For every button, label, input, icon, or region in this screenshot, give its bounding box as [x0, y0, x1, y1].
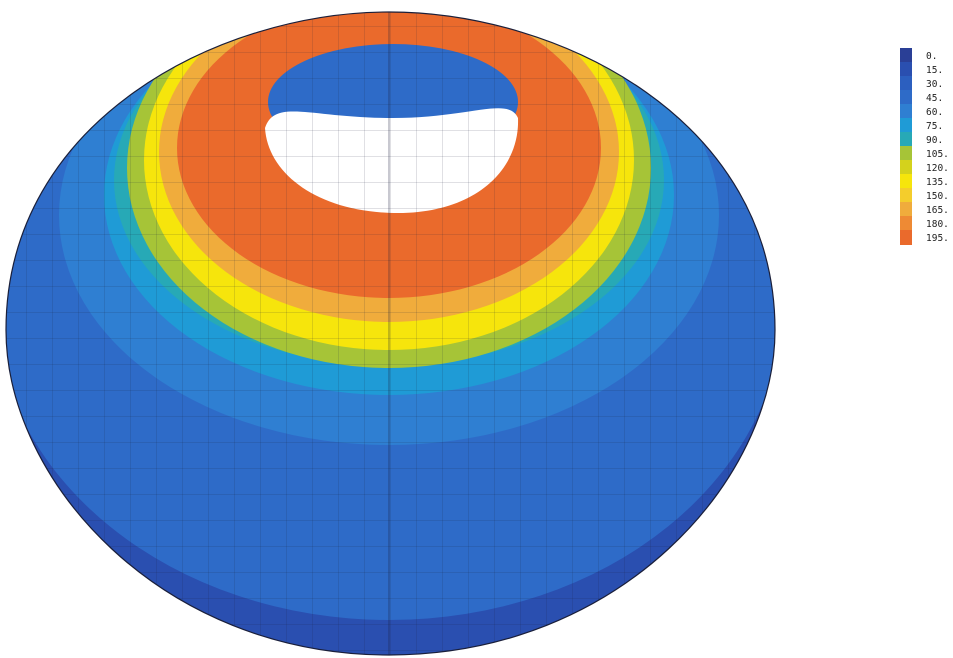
legend-swatch — [900, 118, 912, 133]
legend-label: 0. — [926, 51, 938, 62]
legend-swatch — [900, 202, 912, 217]
legend-swatch — [900, 76, 912, 91]
dome-contour-bands — [6, 12, 775, 655]
legend-label: 15. — [926, 65, 944, 76]
legend-label: 180. — [926, 219, 949, 230]
legend-swatch — [900, 104, 912, 119]
legend-swatch — [900, 48, 912, 63]
legend-swatch — [900, 132, 912, 147]
legend-label: 165. — [926, 205, 949, 216]
mesh-overlay — [6, 12, 775, 655]
legend-label: 75. — [926, 121, 944, 132]
legend-label: 105. — [926, 149, 949, 160]
legend-label: 195. — [926, 233, 949, 244]
legend-swatch — [900, 188, 912, 203]
legend-label: 90. — [926, 135, 944, 146]
legend-label: 45. — [926, 93, 944, 104]
legend-swatch — [900, 216, 912, 231]
legend-label: 30. — [926, 79, 944, 90]
legend-label: 120. — [926, 163, 949, 174]
legend-label: 150. — [926, 191, 949, 202]
legend-swatch — [900, 146, 912, 161]
legend-swatch — [900, 90, 912, 105]
legend-swatch — [900, 174, 912, 189]
legend-swatch — [900, 230, 912, 245]
legend-swatch — [900, 160, 912, 175]
legend-label: 60. — [926, 107, 944, 118]
legend-label: 135. — [926, 177, 949, 188]
legend-swatch — [900, 62, 912, 77]
dome-outline — [5, 11, 776, 656]
